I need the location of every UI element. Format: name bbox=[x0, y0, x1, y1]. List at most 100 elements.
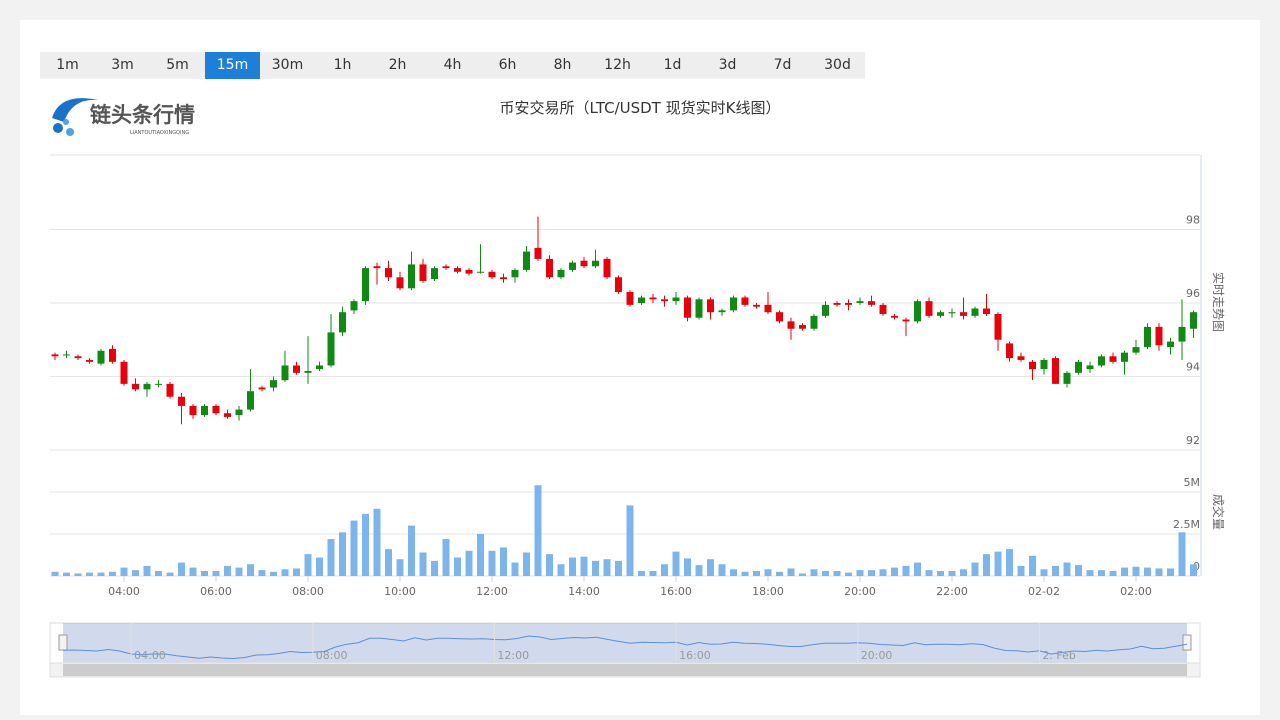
logo-dot bbox=[63, 119, 69, 125]
volume-tick-label: 2.5M bbox=[1173, 518, 1200, 531]
period-button[interactable]: 5m bbox=[166, 57, 189, 73]
volume-bar bbox=[730, 569, 737, 576]
candle-body bbox=[1121, 352, 1128, 362]
volume-bar bbox=[879, 569, 887, 576]
period-button[interactable]: 2h bbox=[388, 57, 407, 73]
volume-bar bbox=[500, 547, 507, 576]
candle-body bbox=[373, 266, 381, 269]
candle-body bbox=[534, 247, 542, 259]
y-tick-label: 96 bbox=[1186, 287, 1200, 300]
period-button[interactable]: 3m bbox=[111, 57, 134, 73]
candle-body bbox=[442, 266, 450, 269]
x-tick-label: 04:00 bbox=[108, 585, 140, 598]
volume-bar bbox=[362, 513, 369, 576]
volume-bar bbox=[557, 564, 565, 576]
period-button[interactable]: 3d bbox=[718, 57, 737, 73]
candle-body bbox=[178, 396, 185, 406]
x-tick-label: 14:00 bbox=[568, 585, 600, 598]
candle-body bbox=[166, 383, 174, 397]
candle-body bbox=[327, 332, 335, 366]
volume-bar bbox=[983, 554, 990, 576]
period-button[interactable]: 1d bbox=[663, 57, 682, 73]
volume-bar bbox=[661, 564, 668, 576]
candle-body bbox=[569, 262, 576, 270]
period-button[interactable]: 30d bbox=[824, 57, 851, 73]
candle-body bbox=[603, 258, 611, 278]
candle-body bbox=[1132, 347, 1140, 353]
y-tick-label: 98 bbox=[1186, 214, 1200, 227]
volume-bar bbox=[741, 571, 749, 576]
candle-body bbox=[925, 301, 933, 316]
candle-body bbox=[845, 303, 852, 305]
navigator-selection[interactable] bbox=[63, 623, 1187, 663]
volume-bar bbox=[1063, 562, 1071, 576]
candle-body bbox=[879, 304, 887, 315]
period-button[interactable]: 30m bbox=[271, 57, 304, 73]
volume-bar bbox=[304, 554, 312, 576]
candle-body bbox=[856, 301, 864, 303]
candle-body bbox=[937, 312, 944, 316]
volume-bar bbox=[86, 572, 93, 576]
scrollbar-thumb[interactable] bbox=[63, 664, 1187, 676]
volume-tick-label: 5M bbox=[1184, 476, 1201, 489]
period-button[interactable]: 4h bbox=[443, 57, 462, 73]
volume-bar bbox=[189, 567, 197, 576]
volume-bar bbox=[856, 570, 864, 576]
volume-bar bbox=[718, 564, 726, 576]
logo: 链头条行情 LIANTOUTIAOXINGQING bbox=[52, 98, 195, 136]
y-axis-title: 实时走势图 bbox=[1211, 272, 1226, 332]
volume-bar bbox=[672, 551, 680, 576]
navigator-handle[interactable] bbox=[58, 634, 68, 651]
candle-body bbox=[672, 297, 680, 302]
x-tick-label: 18:00 bbox=[752, 585, 784, 598]
candle-body bbox=[868, 301, 875, 305]
logo-dot bbox=[53, 123, 63, 133]
period-button[interactable]: 7d bbox=[773, 57, 792, 73]
candle-body bbox=[661, 299, 668, 302]
navigator-handle[interactable] bbox=[1182, 634, 1192, 651]
candle-body bbox=[1144, 326, 1151, 348]
logo-pinyin: LIANTOUTIAOXINGQING bbox=[130, 130, 189, 136]
volume-bar bbox=[120, 567, 128, 576]
volume-bar bbox=[948, 570, 956, 576]
candle-body bbox=[592, 260, 599, 267]
volume-bar bbox=[580, 556, 588, 576]
volume-bar bbox=[1167, 568, 1174, 576]
period-button[interactable]: 1h bbox=[333, 57, 352, 73]
candle-body bbox=[304, 370, 312, 373]
period-button[interactable]: 8h bbox=[553, 57, 572, 73]
candle-body bbox=[132, 383, 139, 390]
period-button[interactable]: 6h bbox=[498, 57, 517, 73]
candle-body bbox=[1109, 356, 1117, 362]
candle-body bbox=[764, 304, 772, 313]
candle-body bbox=[983, 308, 990, 315]
period-button[interactable]: 15m bbox=[205, 52, 260, 79]
x-tick-label: 22:00 bbox=[936, 585, 968, 598]
y-tick-label: 94 bbox=[1186, 361, 1200, 374]
volume-bar bbox=[442, 539, 450, 576]
period-button[interactable]: 12h bbox=[604, 57, 631, 73]
candle-body bbox=[902, 319, 910, 322]
x-tick-label: 16:00 bbox=[660, 585, 692, 598]
volume-bar bbox=[281, 569, 289, 576]
volume-bar bbox=[799, 573, 806, 576]
volume-bar bbox=[132, 570, 139, 576]
volume-bar bbox=[1190, 564, 1197, 576]
volume-bar bbox=[1144, 567, 1151, 576]
volume-bar bbox=[902, 565, 910, 576]
candle-body bbox=[143, 383, 151, 390]
candle-body bbox=[1086, 365, 1094, 370]
period-button[interactable]: 1m bbox=[56, 57, 79, 73]
volume-bar bbox=[109, 571, 116, 576]
volume-bar bbox=[166, 572, 174, 576]
volume-bar bbox=[868, 570, 875, 576]
candle-body bbox=[74, 356, 82, 359]
volume-bar bbox=[247, 564, 254, 576]
candle-body bbox=[86, 359, 93, 362]
candle-body bbox=[994, 314, 1002, 340]
candle-body bbox=[822, 304, 829, 316]
volume-bar bbox=[454, 557, 461, 576]
volume-bar bbox=[810, 569, 818, 576]
candle-body bbox=[511, 269, 519, 278]
volume-bar bbox=[925, 570, 933, 576]
